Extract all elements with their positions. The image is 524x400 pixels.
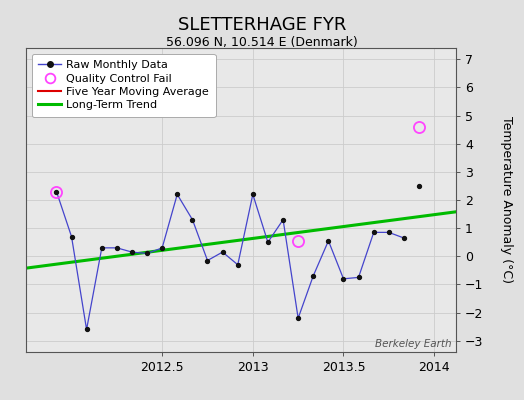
Text: Berkeley Earth: Berkeley Earth bbox=[375, 339, 452, 349]
Legend: Raw Monthly Data, Quality Control Fail, Five Year Moving Average, Long-Term Tren: Raw Monthly Data, Quality Control Fail, … bbox=[32, 54, 215, 117]
Point bbox=[234, 262, 242, 268]
Point bbox=[188, 216, 196, 223]
Point bbox=[248, 191, 257, 198]
Y-axis label: Temperature Anomaly (°C): Temperature Anomaly (°C) bbox=[500, 116, 513, 284]
Text: 56.096 N, 10.514 E (Denmark): 56.096 N, 10.514 E (Denmark) bbox=[166, 36, 358, 49]
Point bbox=[309, 273, 318, 279]
Point bbox=[324, 238, 333, 244]
Point bbox=[143, 250, 151, 257]
Point bbox=[369, 229, 378, 236]
Point bbox=[415, 183, 423, 189]
Point bbox=[158, 245, 166, 251]
Point bbox=[113, 245, 121, 251]
Point bbox=[219, 249, 227, 255]
Point bbox=[97, 245, 106, 251]
Point bbox=[264, 239, 272, 246]
Point bbox=[67, 233, 75, 240]
Point bbox=[339, 276, 347, 282]
Point bbox=[52, 188, 61, 195]
Point bbox=[203, 257, 212, 264]
Point bbox=[354, 274, 363, 281]
Point bbox=[173, 191, 181, 198]
Point bbox=[294, 315, 302, 322]
Point bbox=[82, 326, 91, 333]
Point bbox=[400, 235, 408, 241]
Point bbox=[385, 229, 393, 236]
Point bbox=[128, 249, 136, 255]
Text: SLETTERHAGE FYR: SLETTERHAGE FYR bbox=[178, 16, 346, 34]
Point bbox=[279, 216, 287, 223]
